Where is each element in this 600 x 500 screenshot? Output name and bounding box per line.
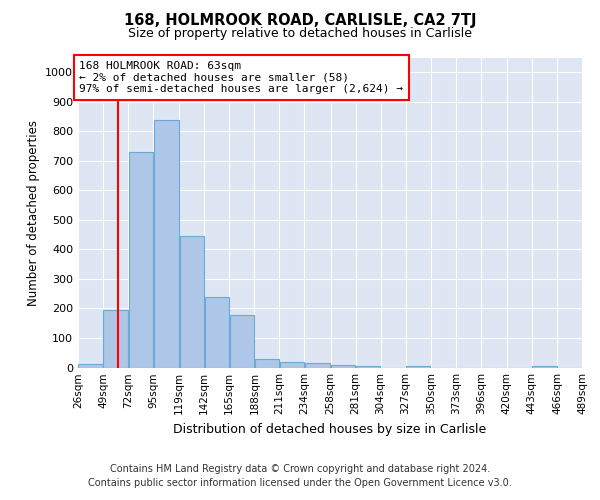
Text: 168 HOLMROOK ROAD: 63sqm
← 2% of detached houses are smaller (58)
97% of semi-de: 168 HOLMROOK ROAD: 63sqm ← 2% of detache…: [79, 61, 403, 94]
Bar: [154, 120, 179, 368]
Bar: [128, 152, 152, 368]
Bar: [103, 310, 128, 368]
Bar: [305, 364, 330, 368]
Text: Contains HM Land Registry data © Crown copyright and database right 2024.
Contai: Contains HM Land Registry data © Crown c…: [88, 464, 512, 487]
Bar: [205, 296, 229, 368]
Bar: [406, 366, 430, 368]
X-axis label: Distribution of detached houses by size in Carlisle: Distribution of detached houses by size …: [173, 423, 487, 436]
Text: 168, HOLMROOK ROAD, CARLISLE, CA2 7TJ: 168, HOLMROOK ROAD, CARLISLE, CA2 7TJ: [124, 12, 476, 28]
Y-axis label: Number of detached properties: Number of detached properties: [26, 120, 40, 306]
Bar: [179, 236, 204, 368]
Bar: [79, 364, 103, 368]
Bar: [532, 366, 557, 368]
Bar: [331, 366, 355, 368]
Bar: [356, 366, 380, 368]
Bar: [280, 362, 304, 368]
Text: Size of property relative to detached houses in Carlisle: Size of property relative to detached ho…: [128, 28, 472, 40]
Bar: [255, 358, 279, 368]
Bar: [230, 315, 254, 368]
